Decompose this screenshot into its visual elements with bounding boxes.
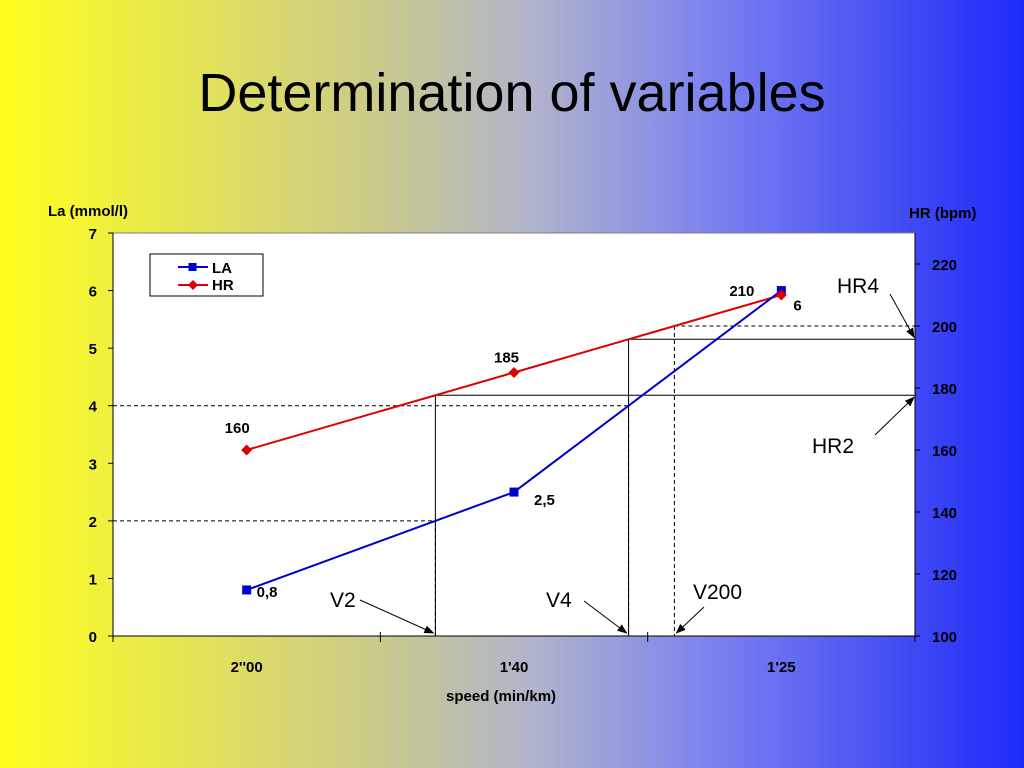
left-axis-tick-label: 7 [89,226,97,243]
right-axis-tick-label: 140 [932,505,957,522]
left-axis-tick-label: 4 [89,399,98,416]
la-data-label: 6 [793,298,801,315]
hr-data-label: 210 [729,283,754,300]
annotation-v4-arrow [583,600,628,634]
annotation-hr2-arrow [874,396,915,436]
right-axis-title: HR (bpm) [909,205,977,222]
hr-point-marker [241,444,253,456]
left-axis-tick-label: 0 [89,629,97,646]
left-axis-tick-label: 6 [89,284,97,301]
annotation-v2: V2 [330,589,356,612]
hr-data-label: 185 [494,350,519,367]
left-axis-tick-label: 2 [89,514,97,531]
annotation-v4: V4 [546,589,572,612]
legend-box [149,253,264,297]
annotation-v200-arrow [675,606,705,634]
x-axis-tick-label: 1'40 [500,659,529,676]
legend-la-marker [188,263,197,271]
slide-title: Determination of variables [198,63,826,123]
la-data-label: 0,8 [257,584,278,601]
annotation-v2-arrow [359,599,435,634]
hr-point-marker [775,289,787,301]
annotation-v200: V200 [693,581,742,604]
right-axis-tick-label: 200 [932,319,957,336]
la-data-label: 2,5 [534,492,555,509]
legend-hr-label: HR [212,277,234,294]
la-point-marker [509,487,519,497]
right-axis-tick-label: 160 [932,443,957,460]
la-point-marker [242,585,252,595]
right-axis-tick-label: 100 [932,629,957,646]
legend-hr-marker [188,280,198,290]
annotation-hr2: HR2 [812,435,854,458]
x-axis-title: speed (min/km) [446,688,557,705]
annotation-hr4-arrow [889,293,915,339]
left-axis-tick-label: 5 [89,341,97,358]
hr-data-label: 160 [225,420,250,437]
left-axis-title: La (mmol/l) [48,203,129,220]
right-axis-tick-label: 220 [932,257,957,274]
x-axis-tick-label: 2''00 [231,659,263,676]
legend-la-label: LA [212,260,232,277]
x-axis-tick-label: 1'25 [767,659,796,676]
left-axis-tick-label: 3 [89,456,97,473]
right-axis-tick-label: 120 [932,567,957,584]
hr-point-marker [508,367,520,378]
left-axis-tick-label: 1 [89,571,97,588]
annotation-hr4: HR4 [837,275,879,298]
right-axis-tick-label: 180 [932,381,957,398]
